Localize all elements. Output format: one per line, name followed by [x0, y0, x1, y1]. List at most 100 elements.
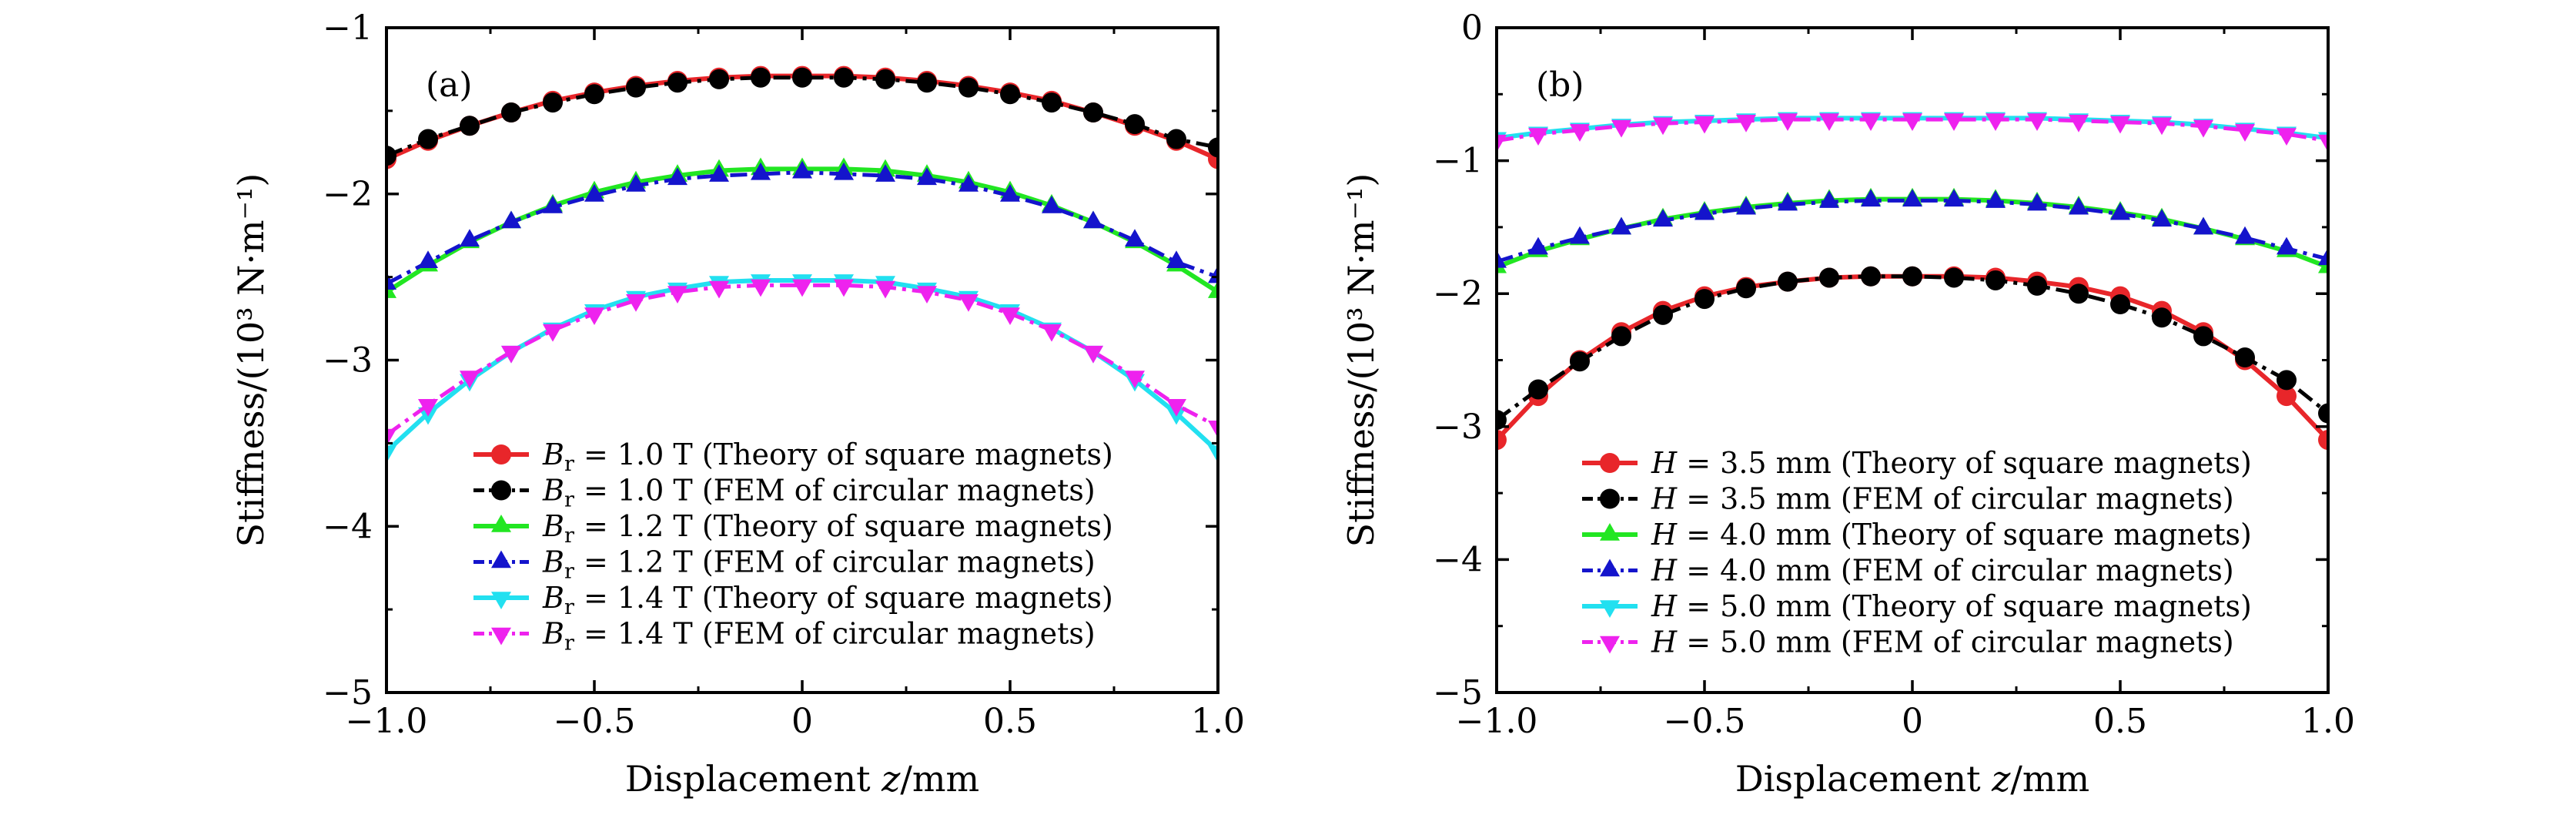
- data-point: [2193, 119, 2213, 138]
- data-point: [709, 280, 729, 299]
- data-point: [1694, 289, 1715, 310]
- data-point: [1497, 430, 1507, 451]
- data-point: [1986, 113, 2006, 132]
- data-point: [2277, 386, 2297, 407]
- x-tick-label: 1.0: [2301, 702, 2355, 741]
- data-point: [1778, 113, 1798, 132]
- data-point: [1528, 236, 1548, 255]
- data-point: [1497, 250, 1507, 268]
- legend-entry: Br = 1.2 T (FEM of circular magnets): [473, 545, 1096, 584]
- data-point: [917, 72, 937, 93]
- data-point: [2152, 307, 2172, 328]
- data-point: [1042, 324, 1062, 342]
- data-point: [386, 428, 396, 447]
- legend-label: Br = 1.0 T (Theory of square magnets): [542, 438, 1113, 476]
- series-line: [386, 75, 1218, 158]
- data-point: [1528, 128, 1548, 146]
- data-point: [834, 67, 854, 88]
- legend-marker: [491, 444, 511, 465]
- data-point: [667, 167, 687, 186]
- legend-entry: Br = 1.4 T (FEM of circular magnets): [473, 617, 1096, 656]
- data-point: [1000, 307, 1020, 326]
- data-point: [1125, 371, 1145, 389]
- data-point: [2318, 430, 2328, 451]
- data-point: [709, 164, 729, 182]
- y-axis-label: Stiffness/(10³ N·m⁻¹): [230, 173, 272, 548]
- data-point: [834, 279, 854, 297]
- legend-marker: [491, 480, 511, 501]
- data-point: [1736, 196, 1756, 215]
- data-point: [543, 324, 563, 342]
- x-tick-label: −0.5: [554, 702, 636, 741]
- series-4: [386, 160, 1218, 290]
- data-point: [501, 210, 521, 229]
- data-point: [1125, 229, 1145, 247]
- data-point: [1000, 84, 1020, 105]
- data-point: [2277, 128, 2297, 146]
- data-point: [917, 167, 937, 186]
- data-point: [2110, 202, 2130, 220]
- data-point: [2235, 124, 2255, 142]
- data-point: [1166, 129, 1186, 149]
- data-point: [1986, 270, 2006, 290]
- data-point: [1736, 278, 1756, 299]
- x-tick-label: 0: [791, 702, 813, 741]
- legend-entry: H = 3.5 mm (FEM of circular magnets): [1582, 482, 2234, 516]
- data-point: [1166, 398, 1186, 417]
- legend-marker: [1600, 453, 1620, 473]
- x-axis-label: Displacement z/mm: [625, 758, 979, 800]
- y-tick-label: 0: [1461, 8, 1483, 48]
- data-point: [1861, 266, 1881, 287]
- legend-label: H = 4.0 mm (FEM of circular magnets): [1651, 554, 2234, 588]
- series-line: [386, 166, 1218, 294]
- data-point: [1208, 137, 1218, 158]
- legend-marker: [1600, 558, 1620, 577]
- data-point: [1653, 304, 1673, 325]
- data-point: [1208, 265, 1218, 283]
- data-point: [1083, 210, 1103, 229]
- data-point: [1166, 250, 1186, 269]
- y-tick-label: −2: [323, 175, 373, 214]
- legend-label: Br = 1.4 T (FEM of circular magnets): [542, 617, 1096, 656]
- series-6: [1497, 113, 2328, 153]
- data-point: [386, 445, 396, 464]
- y-tick-label: −3: [1433, 408, 1483, 447]
- data-point: [584, 307, 604, 326]
- data-point: [2193, 326, 2213, 347]
- data-point: [2027, 275, 2047, 296]
- data-point: [1083, 345, 1103, 364]
- plot-area: [386, 65, 1218, 464]
- data-point: [2110, 116, 2130, 134]
- series-4: [1497, 189, 2328, 268]
- series-2: [1497, 266, 2328, 431]
- series-2: [386, 67, 1218, 166]
- data-point: [1902, 113, 1922, 132]
- legend-label: Br = 1.2 T (FEM of circular magnets): [542, 545, 1096, 584]
- legend-entry: Br = 1.4 T (Theory of square magnets): [473, 581, 1113, 619]
- data-point: [2152, 209, 2172, 227]
- data-point: [709, 69, 729, 89]
- panel-label: (b): [1536, 65, 1584, 105]
- data-point: [1694, 202, 1715, 220]
- data-point: [1497, 134, 1507, 153]
- data-point: [2235, 226, 2255, 244]
- series-line: [386, 277, 1218, 454]
- legend: H = 3.5 mm (Theory of square magnets)H =…: [1582, 446, 2252, 659]
- data-point: [958, 294, 979, 312]
- series-line: [1497, 274, 2328, 422]
- legend-marker: [491, 515, 511, 532]
- legend-marker: [1600, 488, 1620, 509]
- data-point: [1902, 189, 1922, 207]
- data-point: [958, 174, 979, 192]
- data-point: [1694, 116, 1715, 134]
- data-point: [2193, 216, 2213, 235]
- series-5: [386, 274, 1218, 464]
- data-point: [875, 69, 895, 89]
- series-line: [386, 283, 1218, 437]
- plot-area: [1497, 112, 2328, 451]
- legend-label: H = 4.0 mm (Theory of square magnets): [1651, 518, 2252, 552]
- data-point: [2027, 113, 2047, 132]
- data-point: [958, 77, 979, 98]
